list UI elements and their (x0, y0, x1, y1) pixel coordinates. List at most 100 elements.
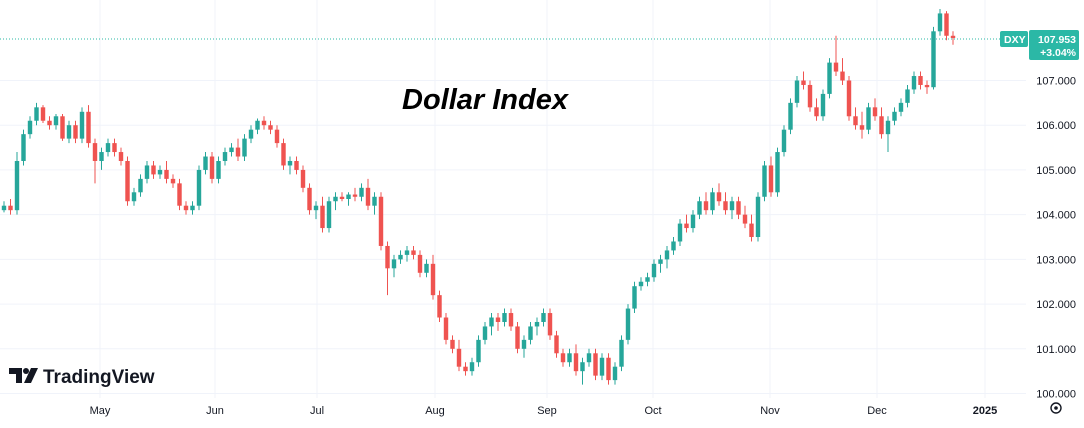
candle[interactable] (92, 138, 98, 184)
candle[interactable] (671, 237, 676, 255)
candle[interactable] (430, 254, 436, 300)
candle[interactable] (281, 138, 286, 170)
candle[interactable] (729, 196, 735, 220)
candle[interactable] (911, 71, 917, 94)
candle[interactable] (612, 362, 618, 385)
candle[interactable] (190, 201, 195, 215)
candle[interactable] (937, 8, 943, 36)
candle[interactable] (313, 201, 319, 220)
candle[interactable] (99, 147, 104, 170)
candle[interactable] (125, 156, 130, 206)
candle[interactable] (157, 165, 163, 179)
candle[interactable] (287, 156, 293, 175)
candle[interactable] (755, 192, 761, 242)
candle[interactable] (203, 152, 208, 175)
candle[interactable] (105, 138, 111, 157)
candle[interactable] (827, 58, 832, 99)
candle[interactable] (944, 11, 949, 41)
candle[interactable] (385, 241, 390, 296)
candle[interactable] (333, 192, 338, 211)
candle[interactable] (645, 272, 650, 287)
candle[interactable] (495, 313, 501, 331)
candle[interactable] (229, 143, 234, 157)
candle[interactable] (833, 35, 839, 77)
candle[interactable] (807, 80, 813, 112)
candle[interactable] (489, 313, 494, 336)
candle[interactable] (710, 187, 715, 215)
candle[interactable] (879, 107, 884, 139)
candle[interactable] (40, 105, 46, 123)
candle[interactable] (320, 196, 325, 233)
candle[interactable] (1, 201, 7, 213)
settings-icon[interactable] (1050, 402, 1062, 414)
candle[interactable] (294, 156, 299, 175)
candle[interactable] (664, 245, 670, 269)
candle[interactable] (417, 250, 423, 278)
candle[interactable] (840, 58, 845, 85)
candle[interactable] (690, 210, 696, 233)
candle[interactable] (716, 183, 722, 206)
candle[interactable] (450, 335, 455, 354)
candle[interactable] (853, 107, 858, 130)
candle[interactable] (437, 290, 442, 322)
candle[interactable] (892, 107, 897, 126)
candle[interactable] (216, 156, 221, 184)
candle[interactable] (775, 147, 780, 197)
candle[interactable] (586, 348, 592, 367)
candle[interactable] (378, 192, 384, 251)
candle[interactable] (781, 125, 787, 157)
candle[interactable] (580, 357, 585, 385)
candle[interactable] (534, 317, 540, 336)
tradingview-logo[interactable]: TradingView (9, 367, 155, 388)
candle[interactable] (365, 178, 371, 211)
candle[interactable] (950, 31, 956, 45)
candle[interactable] (820, 89, 826, 121)
candle[interactable] (463, 362, 468, 376)
candle[interactable] (79, 107, 85, 144)
candle[interactable] (859, 111, 865, 139)
candle[interactable] (632, 281, 637, 314)
candle[interactable] (684, 214, 689, 233)
candle[interactable] (521, 335, 527, 358)
candle[interactable] (794, 76, 800, 108)
candle[interactable] (144, 160, 150, 184)
candle[interactable] (209, 152, 215, 184)
candle[interactable] (398, 250, 403, 264)
candle[interactable] (482, 321, 488, 345)
candle[interactable] (255, 118, 260, 135)
candle[interactable] (131, 187, 137, 206)
candle[interactable] (300, 165, 306, 193)
candle[interactable] (151, 160, 156, 179)
candle[interactable] (599, 353, 605, 381)
candle[interactable] (346, 192, 351, 206)
candle[interactable] (60, 114, 65, 141)
candle[interactable] (515, 321, 520, 354)
candle[interactable] (560, 348, 566, 367)
candle[interactable] (170, 174, 176, 188)
candle[interactable] (638, 277, 644, 291)
time-axis[interactable]: May Jun Jul Aug Sep Oct Nov Dec 2025 (90, 405, 998, 417)
candle[interactable] (339, 192, 345, 202)
candle[interactable] (573, 344, 579, 376)
candle[interactable] (606, 353, 611, 385)
candle[interactable] (21, 129, 26, 166)
candle[interactable] (352, 187, 358, 202)
candle[interactable] (242, 134, 247, 161)
candle[interactable] (118, 147, 124, 166)
candle[interactable] (814, 98, 819, 121)
candle[interactable] (885, 116, 891, 153)
candle[interactable] (27, 116, 33, 139)
candle[interactable] (554, 330, 559, 358)
candle[interactable] (905, 84, 910, 108)
candle[interactable] (762, 160, 767, 202)
candle[interactable] (47, 116, 52, 130)
candle[interactable] (66, 120, 72, 144)
candle[interactable] (788, 98, 793, 135)
candle[interactable] (443, 313, 449, 345)
candle[interactable] (502, 308, 507, 327)
candle[interactable] (73, 120, 78, 144)
candle[interactable] (872, 98, 878, 121)
candles[interactable] (1, 8, 956, 385)
candle[interactable] (801, 71, 806, 90)
candle[interactable] (248, 125, 254, 144)
